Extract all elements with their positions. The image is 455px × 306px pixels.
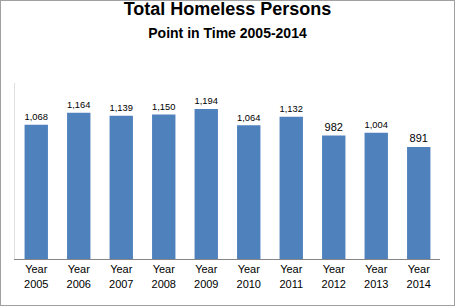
svg-text:Year2006: Year2006 [67,263,91,289]
svg-text:982: 982 [325,121,343,133]
svg-text:1,132: 1,132 [280,104,303,114]
svg-text:Year2011: Year2011 [279,263,303,289]
svg-text:Total Homeless PersonsPoint in: Total Homeless PersonsPoint in Time 2005… [124,1,332,41]
svg-text:1,150: 1,150 [152,102,175,112]
svg-text:1,139: 1,139 [110,103,133,113]
svg-text:Year2012: Year2012 [322,263,346,289]
svg-text:1,068: 1,068 [25,112,48,122]
svg-text:1,064: 1,064 [237,113,260,123]
svg-text:Year2007: Year2007 [109,263,133,289]
svg-text:Year2013: Year2013 [364,263,388,289]
svg-text:1,194: 1,194 [195,96,218,106]
svg-text:1,004: 1,004 [365,120,388,130]
svg-text:Year2005: Year2005 [24,263,48,289]
svg-text:Year2014: Year2014 [407,263,431,289]
svg-text:891: 891 [410,132,428,144]
svg-text:1,164: 1,164 [67,100,90,110]
svg-text:Year2010: Year2010 [237,263,261,289]
svg-text:Year2008: Year2008 [152,263,176,289]
svg-text:Year2009: Year2009 [194,263,218,289]
